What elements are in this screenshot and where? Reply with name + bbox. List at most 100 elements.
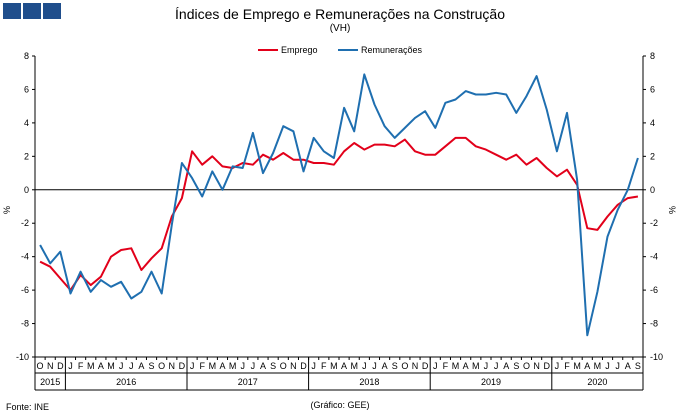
y-tick-label-right: 0 <box>650 185 655 195</box>
x-tick-label: F <box>199 361 205 371</box>
x-tick-label: J <box>605 361 610 371</box>
x-tick-label: O <box>523 361 530 371</box>
y-axis-label-right: % <box>667 206 677 214</box>
x-tick-label: J <box>494 361 499 371</box>
y-tick-label-right: -2 <box>650 218 658 228</box>
x-tick-label: M <box>452 361 460 371</box>
y-tick-label-right: -4 <box>650 252 658 262</box>
chart-subtitle: (VH) <box>329 23 351 34</box>
x-tick-label: M <box>330 361 338 371</box>
y-tick-label-left: 2 <box>24 151 29 161</box>
chart-credit: (Gráfico: GEE) <box>310 400 370 410</box>
x-tick-label: M <box>209 361 217 371</box>
x-tick-label: O <box>280 361 287 371</box>
x-tick-label: F <box>78 361 84 371</box>
y-tick-label-left: -8 <box>21 319 29 329</box>
x-tick-label: A <box>503 361 509 371</box>
y-axis-label-left: % <box>2 206 12 214</box>
y-tick-label-left: 8 <box>24 51 29 61</box>
x-tick-label: J <box>251 361 256 371</box>
x-tick-label: S <box>513 361 519 371</box>
x-tick-label: D <box>57 361 64 371</box>
year-label: 2019 <box>481 377 501 387</box>
y-tick-label-right: 2 <box>650 151 655 161</box>
x-tick-label: F <box>564 361 570 371</box>
x-tick-label: N <box>412 361 419 371</box>
x-tick-label: S <box>392 361 398 371</box>
x-tick-label: F <box>321 361 327 371</box>
x-tick-label: J <box>68 361 73 371</box>
x-tick-label: M <box>350 361 358 371</box>
x-tick-label: D <box>300 361 307 371</box>
x-tick-label: J <box>129 361 134 371</box>
y-tick-label-right: -8 <box>650 319 658 329</box>
x-tick-label: J <box>119 361 124 371</box>
x-tick-label: D <box>543 361 550 371</box>
y-tick-label-left: 6 <box>24 84 29 94</box>
x-tick-label: N <box>533 361 540 371</box>
x-tick-label: N <box>169 361 176 371</box>
y-tick-label-right: 4 <box>650 118 655 128</box>
x-tick-label: J <box>615 361 620 371</box>
x-tick-label: O <box>401 361 408 371</box>
x-tick-label: M <box>594 361 602 371</box>
y-tick-label-left: 4 <box>24 118 29 128</box>
y-tick-label-right: -10 <box>650 352 663 362</box>
x-tick-label: S <box>270 361 276 371</box>
x-tick-label: A <box>219 361 225 371</box>
x-tick-label: A <box>260 361 266 371</box>
x-tick-label: O <box>37 361 44 371</box>
x-tick-label: A <box>625 361 631 371</box>
x-tick-label: J <box>240 361 245 371</box>
y-tick-label-right: 6 <box>650 84 655 94</box>
y-tick-label-left: -2 <box>21 218 29 228</box>
legend-label-1: Remunerações <box>361 45 423 55</box>
y-tick-label-left: -4 <box>21 252 29 262</box>
x-tick-label: M <box>87 361 95 371</box>
x-tick-label: N <box>47 361 54 371</box>
year-label: 2020 <box>587 377 607 387</box>
x-tick-label: F <box>443 361 449 371</box>
year-label: 2018 <box>359 377 379 387</box>
x-tick-label: M <box>573 361 581 371</box>
x-tick-label: A <box>463 361 469 371</box>
y-tick-label-left: -6 <box>21 285 29 295</box>
x-tick-label: J <box>362 361 367 371</box>
y-tick-label-left: 0 <box>24 185 29 195</box>
x-tick-label: M <box>229 361 237 371</box>
year-label: 2016 <box>116 377 136 387</box>
x-tick-label: J <box>555 361 560 371</box>
year-label: 2015 <box>40 377 60 387</box>
y-tick-label-right: 8 <box>650 51 655 61</box>
series-line-1 <box>39 73 639 337</box>
x-tick-label: A <box>98 361 104 371</box>
x-tick-label: D <box>422 361 429 371</box>
x-tick-label: S <box>149 361 155 371</box>
series-line-0 <box>39 136 639 292</box>
x-tick-label: O <box>158 361 165 371</box>
x-tick-label: A <box>382 361 388 371</box>
x-tick-label: J <box>311 361 316 371</box>
ine-logo-block-2 <box>23 3 41 19</box>
chart-title: Índices de Emprego e Remunerações na Con… <box>175 6 505 22</box>
x-tick-label: A <box>138 361 144 371</box>
x-tick-label: S <box>635 361 641 371</box>
y-tick-label-left: -10 <box>16 352 29 362</box>
x-tick-label: A <box>584 361 590 371</box>
x-tick-label: J <box>372 361 377 371</box>
x-tick-label: D <box>179 361 186 371</box>
source-note: Fonte: INE <box>6 402 50 412</box>
x-tick-label: N <box>290 361 297 371</box>
ine-logo-block-3 <box>43 3 61 19</box>
x-tick-label: J <box>433 361 438 371</box>
y-tick-label-right: -6 <box>650 285 658 295</box>
x-tick-label: M <box>107 361 115 371</box>
x-tick-label: M <box>472 361 480 371</box>
legend-label-0: Emprego <box>281 45 318 55</box>
ine-logo-block-1 <box>3 3 21 19</box>
x-tick-label: A <box>341 361 347 371</box>
year-label: 2017 <box>238 377 258 387</box>
x-tick-label: J <box>484 361 489 371</box>
x-tick-label: J <box>190 361 195 371</box>
